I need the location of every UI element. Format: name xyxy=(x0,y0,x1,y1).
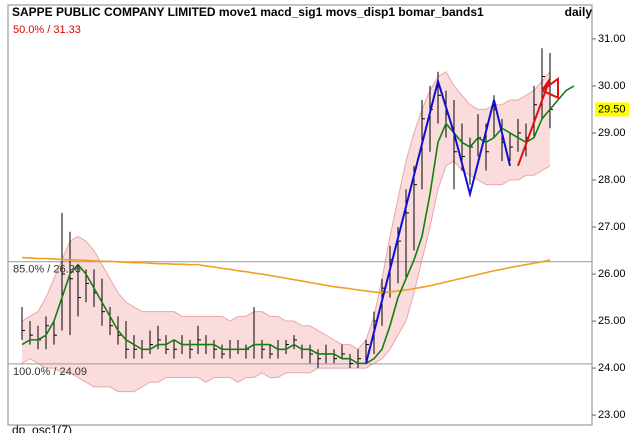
moving-average xyxy=(21,256,551,294)
footer-label: dp_osc1(7) xyxy=(12,423,72,433)
band-upper xyxy=(21,71,551,350)
zigzag-line xyxy=(365,77,511,364)
moving-average xyxy=(21,85,575,365)
y-tick-label: 27.00 xyxy=(598,221,626,233)
y-tick-label: 24.00 xyxy=(598,362,626,374)
level-label: 100.0% / 24.09 xyxy=(13,366,87,378)
zigzag-line xyxy=(517,76,559,167)
y-tick-label: 28.00 xyxy=(598,174,626,186)
y-tick-label: 31.00 xyxy=(598,33,626,45)
last-price-label: 29.50 xyxy=(598,103,626,115)
y-tick-label: 29.00 xyxy=(598,127,626,139)
y-tick-label: 25.00 xyxy=(598,315,626,327)
y-tick-label: 23.00 xyxy=(598,409,626,421)
y-tick-label: 26.00 xyxy=(598,268,626,280)
last-price-box xyxy=(595,102,629,117)
plot xyxy=(8,48,592,393)
level-label: 50.0% / 31.33 xyxy=(13,24,81,36)
chart-title: SAPPE PUBLIC COMPANY LIMITED move1 macd_… xyxy=(12,5,484,19)
period-label: daily xyxy=(565,5,593,19)
level-label: 85.0% / 26.26 xyxy=(13,264,81,276)
y-tick-label: 30.00 xyxy=(598,80,626,92)
